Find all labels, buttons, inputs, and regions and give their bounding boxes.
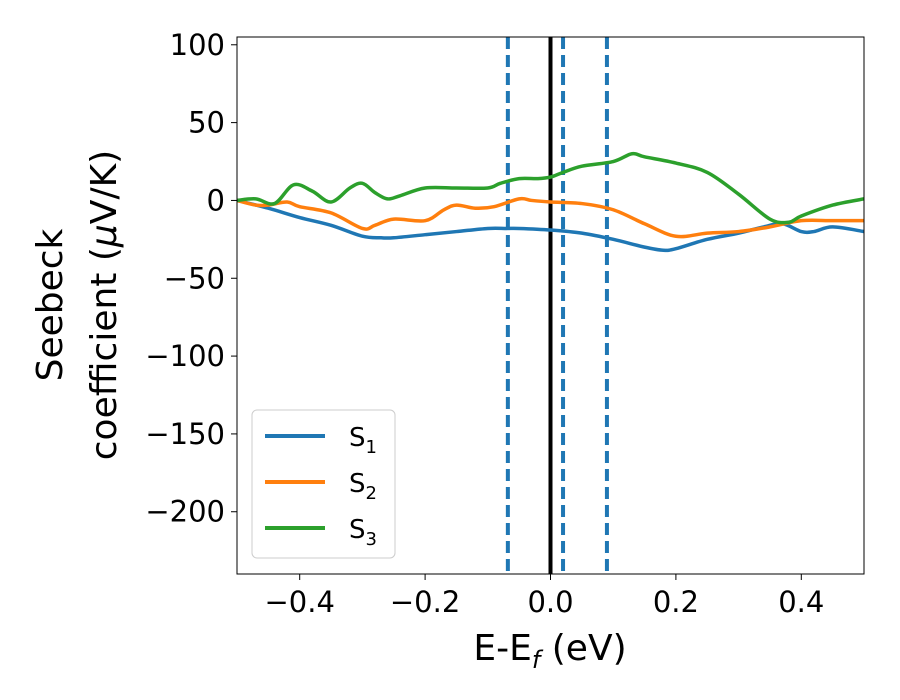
x-axis-title: E-Ef (eV) — [473, 628, 626, 674]
x-tick-label: 0.2 — [653, 585, 699, 619]
y-tick-label: −100 — [145, 339, 225, 373]
series-line-s3 — [237, 151, 864, 225]
y-tick-label: −150 — [145, 417, 225, 451]
y-axis-title: Seebeck coefficient (μV/K) — [30, 150, 125, 460]
legend: S1 S2 S3 — [251, 409, 396, 559]
y-tick-label: −50 — [164, 261, 225, 295]
y-tick-label: 50 — [188, 106, 225, 140]
x-tick-label: 0.0 — [527, 585, 573, 619]
y-tick-label: −200 — [145, 495, 225, 529]
legend-label-s1: S1 — [349, 423, 377, 458]
y-tick-label: 100 — [170, 28, 225, 62]
series-line-s2 — [237, 196, 864, 239]
ticks-layer: −0.4 −0.2 0.0 0.2 0.4 100 50 0 −50 −100 −150 −200 — [145, 28, 824, 619]
data-layer — [237, 37, 864, 574]
legend-label-s2: S2 — [349, 469, 377, 504]
x-tick-label: −0.4 — [264, 585, 334, 619]
legend-label-s3: S3 — [349, 515, 377, 550]
x-tick-label: 0.4 — [778, 585, 824, 619]
x-tick-label: −0.2 — [390, 585, 460, 619]
y-tick-label: 0 — [207, 183, 225, 217]
